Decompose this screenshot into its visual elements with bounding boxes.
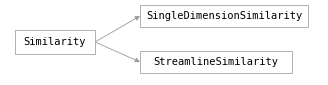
FancyBboxPatch shape	[15, 30, 95, 54]
FancyBboxPatch shape	[140, 51, 292, 73]
Text: Similarity: Similarity	[24, 37, 86, 47]
Text: StreamlineSimilarity: StreamlineSimilarity	[154, 57, 278, 67]
Text: SingleDimensionSimilarity: SingleDimensionSimilarity	[146, 11, 302, 21]
FancyBboxPatch shape	[140, 5, 308, 27]
